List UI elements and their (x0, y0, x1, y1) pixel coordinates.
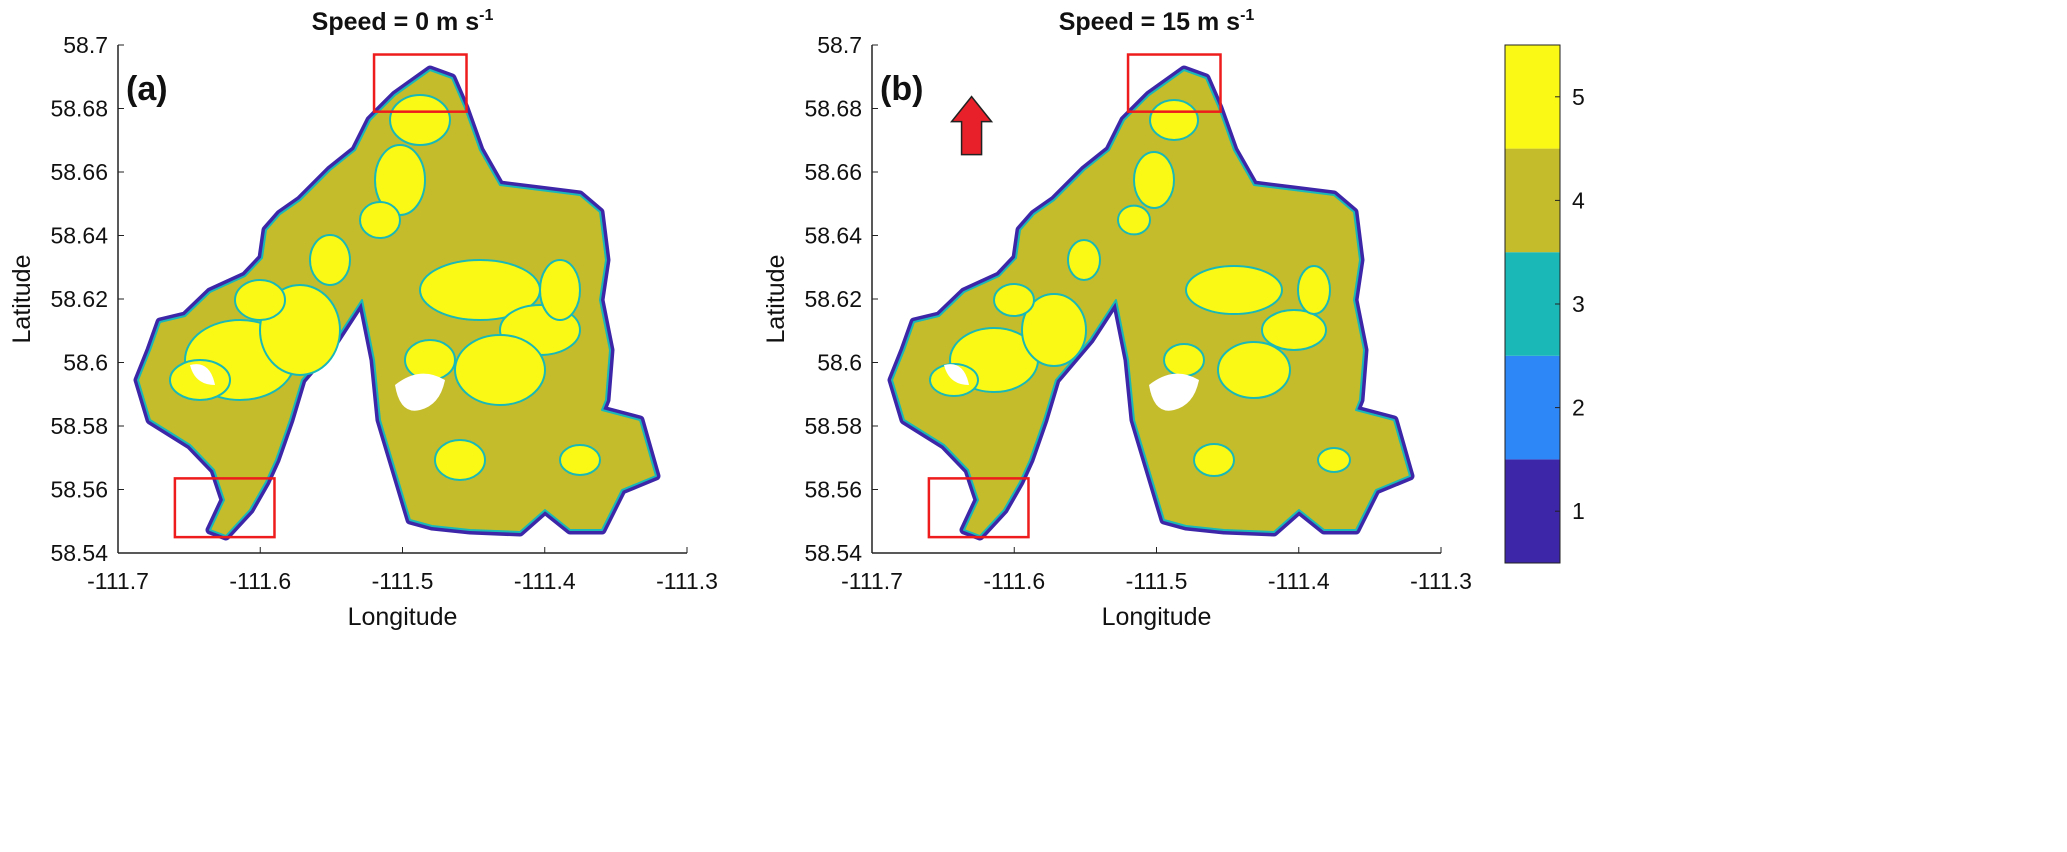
y-tick-label: 58.68 (804, 96, 862, 122)
y-tick-label: 58.64 (50, 223, 108, 249)
y-tick-label: 58.56 (50, 477, 108, 503)
level-5-patch (309, 234, 351, 286)
y-tick-label: 58.54 (50, 540, 108, 566)
y-tick-label: 58.6 (817, 350, 862, 376)
y-tick-label: 58.62 (50, 286, 108, 312)
lake (1149, 373, 1199, 411)
level-5-patch (404, 339, 456, 381)
level-5-patch (1163, 343, 1205, 377)
highlight-box (927, 477, 1030, 539)
x-tick-label: -111.5 (372, 568, 434, 594)
highlight-box (372, 53, 468, 113)
colorbar-tick-label: 1 (1572, 498, 1585, 524)
x-tick-label: -111.5 (1126, 568, 1188, 594)
y-tick-label: 58.66 (804, 159, 862, 185)
level-5-patch (1261, 309, 1327, 351)
island-map-level-4 (137, 69, 657, 537)
y-axis-label: Latitude (8, 255, 36, 344)
colorbar-segment (1505, 355, 1560, 460)
x-tick-label: -111.7 (841, 568, 903, 594)
level-5-patch (1149, 99, 1199, 141)
level-5-patch (1021, 293, 1087, 367)
level-5-patch (993, 283, 1035, 317)
water-gap (944, 364, 969, 385)
colorbar-segment (1505, 45, 1560, 149)
x-tick-label: -111.3 (656, 568, 718, 594)
panel-label: (a) (126, 70, 168, 108)
title-superscript: -1 (1240, 7, 1254, 24)
y-tick-label: 58.7 (817, 32, 862, 58)
level-5-patch (434, 439, 486, 481)
x-tick-label: -111.4 (514, 568, 576, 594)
x-axis-label: Longitude (1102, 603, 1212, 631)
colorbar-segment (1505, 252, 1560, 356)
y-tick-label: 58.56 (804, 477, 862, 503)
water-gap (190, 364, 215, 385)
colorbar-tick-label: 2 (1572, 395, 1585, 421)
level-5-patch (389, 94, 451, 146)
x-tick-label: -111.7 (87, 568, 149, 594)
level-5-patch (1117, 204, 1151, 236)
colorbar-frame (1504, 44, 1561, 564)
y-tick-label: 58.64 (804, 223, 862, 249)
y-tick-label: 58.7 (63, 32, 108, 58)
island-map-level-4 (891, 69, 1411, 537)
x-tick-label: -111.4 (1268, 568, 1330, 594)
y-tick-label: 58.66 (50, 159, 108, 185)
panel-label: (b) (880, 70, 923, 108)
chart-title: Speed = 15 m s-1 (1059, 7, 1255, 36)
level-5-patch (234, 279, 286, 321)
y-tick-label: 58.68 (50, 96, 108, 122)
level-5-patch (559, 444, 601, 476)
level-5-patch (539, 259, 581, 321)
colorbar-tick-label: 5 (1572, 84, 1585, 110)
colorbar-tick-label: 3 (1572, 291, 1585, 317)
wind-direction-arrow-icon (950, 95, 994, 156)
level-5-patch (359, 201, 401, 239)
level-5-patch (1133, 151, 1175, 209)
chart-title: Speed = 0 m s-1 (312, 7, 494, 36)
colorbar-segment (1505, 459, 1560, 563)
highlight-box (1126, 53, 1222, 113)
level-5-patch (1297, 265, 1331, 315)
y-tick-label: 58.58 (50, 413, 108, 439)
panel-a: -111.7 -111.6 -111.5 -111.4 -111.3 58.54 58.56… (8, 7, 718, 631)
x-tick-label: -111.6 (229, 568, 291, 594)
level-5-patch (1067, 239, 1101, 281)
y-tick-label: 58.58 (804, 413, 862, 439)
level-5-patch (1217, 341, 1291, 399)
y-tick-label: 58.6 (63, 350, 108, 376)
colorbar-tick-label: 4 (1572, 187, 1585, 213)
level-5-patch (1185, 265, 1283, 315)
x-axis-label: Longitude (348, 603, 458, 631)
lake (395, 373, 445, 411)
y-axis-label: Latitude (762, 255, 790, 344)
level-5-patch (454, 334, 546, 406)
y-tick-label: 58.54 (804, 540, 862, 566)
title-superscript: -1 (479, 7, 493, 24)
colorbar-segment (1505, 148, 1560, 253)
panel-b: -111.7 -111.6 -111.5 -111.4 -111.3 58.54 58.56… (762, 7, 1472, 631)
y-tick-label: 58.62 (804, 286, 862, 312)
level-5-patch (1317, 447, 1351, 473)
x-tick-label: -111.6 (983, 568, 1045, 594)
level-5-patch (1193, 443, 1235, 477)
highlight-box (173, 477, 276, 539)
x-tick-label: -111.3 (1410, 568, 1472, 594)
